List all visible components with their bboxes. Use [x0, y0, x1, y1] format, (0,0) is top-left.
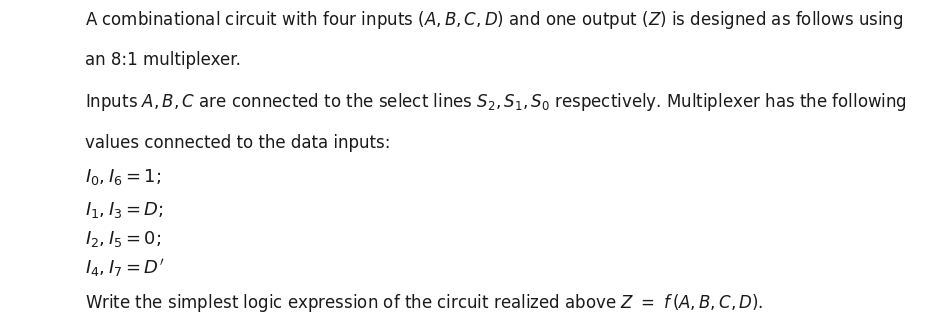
Text: $I_0, I_6 = 1;$: $I_0, I_6 = 1;$ — [85, 167, 161, 187]
Text: Inputs $\mathit{A, B, C}$ are connected to the select lines $S_2, S_1, S_0$ resp: Inputs $\mathit{A, B, C}$ are connected … — [85, 91, 906, 113]
Text: $I_2, I_5 = 0;$: $I_2, I_5 = 0;$ — [85, 229, 161, 249]
Text: Write the simplest logic expression of the circuit realized above $Z\ =\ f\,(A, : Write the simplest logic expression of t… — [85, 292, 763, 314]
Text: values connected to the data inputs:: values connected to the data inputs: — [85, 134, 390, 152]
Text: $I_4, I_7 = D'$: $I_4, I_7 = D'$ — [85, 257, 164, 278]
Text: an 8:1 multiplexer.: an 8:1 multiplexer. — [85, 51, 241, 69]
Text: $I_1, I_3 = D;$: $I_1, I_3 = D;$ — [85, 199, 163, 220]
Text: A combinational circuit with four inputs ($\mathit{A, B, C, D}$) and one output : A combinational circuit with four inputs… — [85, 9, 902, 31]
